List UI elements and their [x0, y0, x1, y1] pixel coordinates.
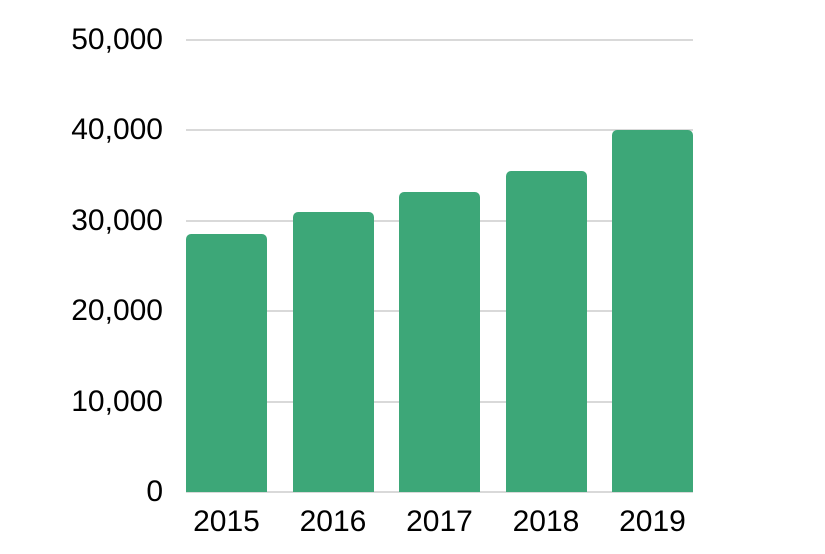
- gridline-50000: [186, 39, 693, 41]
- x-tick-label-2018: 2018: [512, 505, 580, 538]
- bar-2019: [612, 130, 693, 492]
- x-tick-label-2019: 2019: [619, 505, 686, 538]
- x-axis: 2015 2016 2017 2018 2019: [0, 504, 825, 544]
- gridline-40000: [186, 129, 693, 132]
- y-tick-label: 40,000: [71, 113, 163, 147]
- bar-2015: [186, 234, 267, 492]
- y-tick-label: 0: [146, 475, 163, 508]
- y-tick-label: 10,000: [71, 384, 163, 418]
- y-tick-label: 20,000: [71, 294, 163, 328]
- bar-2018: [505, 171, 587, 492]
- plot-area: [186, 39, 693, 493]
- y-axis: 0 10,000 20,000 30,000 40,000 50,000: [0, 0, 163, 554]
- x-tick-label-2017: 2017: [406, 505, 473, 538]
- bar-2017: [399, 191, 480, 492]
- y-tick-label: 50,000: [71, 23, 163, 56]
- y-tick-label: 30,000: [71, 203, 163, 237]
- bar-2016: [292, 211, 374, 492]
- x-tick-label-2015: 2015: [193, 505, 260, 538]
- x-tick-label-2016: 2016: [299, 505, 367, 538]
- gridline-0: [186, 491, 693, 493]
